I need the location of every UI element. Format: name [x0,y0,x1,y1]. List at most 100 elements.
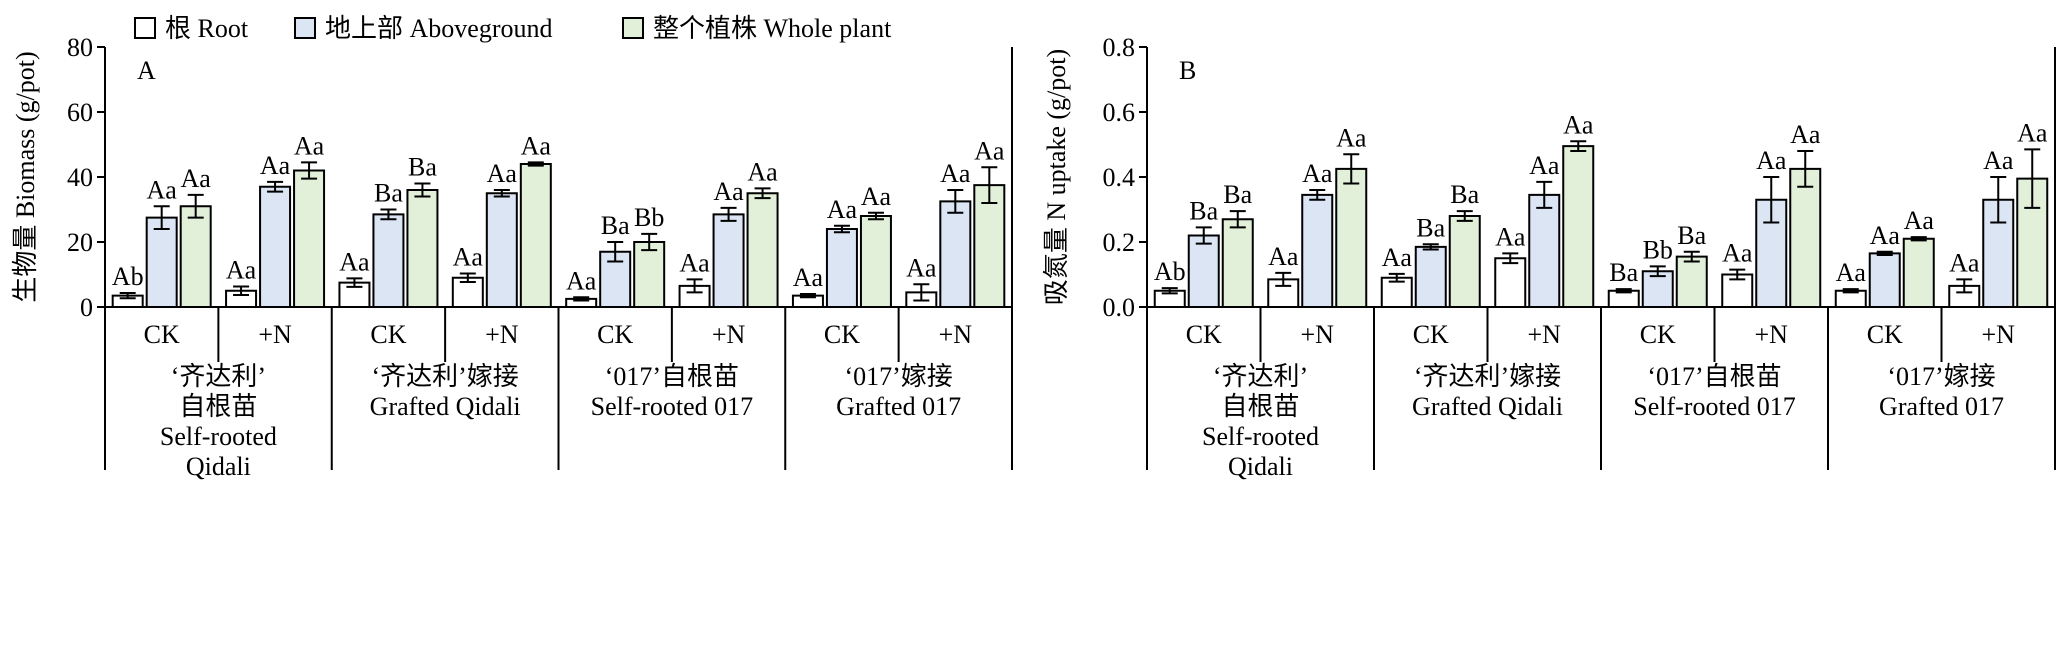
rootstock-group-label: Self-rooted [160,422,277,451]
rootstock-group-label: Self-rooted [1202,422,1319,451]
bar [746,192,779,308]
significance-label: Aa [181,164,212,193]
significance-label: Aa [1983,146,2014,175]
rootstock-group-label: ‘017’自根苗 [605,362,739,391]
significance-label: Aa [1722,239,1753,268]
legend-label-whole-plant: 整个植株 Whole plant [653,14,892,43]
bar [633,241,666,308]
bar [1494,257,1527,308]
bar [259,185,292,308]
bar [973,184,1006,308]
x-category-label: CK [370,320,406,349]
legend-swatch-root [134,17,156,39]
bar [1902,237,1935,308]
significance-label: Aa [1382,243,1413,272]
x-category-label: +N [1301,320,1335,349]
significance-label: Ba [374,179,403,208]
significance-label: Aa [2017,118,2048,147]
rootstock-group-label: Self-rooted 017 [591,392,753,421]
rootstock-group-label: Grafted 017 [1879,392,2004,421]
bar [372,213,405,308]
significance-label: Aa [453,243,484,272]
x-category-label: CK [1867,320,1903,349]
bar [1335,167,1368,308]
y-tick-label: 80 [67,33,93,62]
legend-swatch-aboveground [294,17,316,39]
bar [1187,234,1220,308]
y-axis-title: 吸氮量 N uptake (g/pot) [1042,49,1071,305]
bar [1675,255,1708,308]
bar [519,163,552,308]
x-category-label: +N [258,320,292,349]
bar [338,281,371,308]
significance-label: Ba [1609,258,1638,287]
significance-label: Aa [747,157,778,186]
bar [485,192,518,308]
significance-label: Aa [940,159,971,188]
bar [825,228,858,308]
y-axis-title: 生物量 Biomass (g/pot) [11,51,40,302]
rootstock-group-label: ‘017’嫁接 [1887,362,1995,391]
significance-label: Ab [1154,257,1186,286]
x-category-label: CK [1186,320,1222,349]
bar [939,200,972,308]
significance-label: Aa [147,175,178,204]
significance-label: Aa [1790,120,1821,149]
significance-label: Aa [521,131,552,160]
significance-label: Ab [112,262,144,291]
x-category-label: CK [597,320,633,349]
rootstock-group-label: Qidali [1228,452,1293,481]
significance-label: Aa [1904,206,1935,235]
significance-label: Ba [1223,180,1252,209]
y-tick-label: 0.6 [1103,98,1136,127]
bar [1221,218,1254,308]
significance-label: Aa [1529,151,1560,180]
bar [293,169,326,308]
significance-label: Aa [226,256,257,285]
significance-label: Aa [713,177,744,206]
rootstock-group-label: Grafted Qidali [370,392,521,421]
y-tick-label: 0.0 [1103,293,1136,322]
y-tick-label: 0.2 [1103,228,1136,257]
y-tick-label: 0.4 [1103,163,1136,192]
bar [859,215,892,308]
panel-b-n-uptake: 0.0 0.2 0.4 0.6 0.8 吸氮量 N uptake (g/pot) B Ab Ba… [1042,33,2056,481]
significance-label: Aa [566,266,597,295]
y-tick-label: 40 [67,163,93,192]
significance-label: Aa [1836,258,1867,287]
bar [1789,167,1822,308]
panel-label: A [137,56,156,85]
x-category-label: CK [824,320,860,349]
legend-swatch-whole-plant [622,17,644,39]
significance-label: Ba [1677,221,1706,250]
bar [1414,245,1447,308]
x-category-label: +N [1755,320,1789,349]
rootstock-group-label: ‘齐达利’嫁接 [371,362,518,391]
rootstock-group-label: ‘齐达利’ [171,362,266,391]
chart-legend: 根 Root 地上部 Aboveground 整个植株 Whole plant [134,14,892,43]
significance-label: Ba [1189,196,1218,225]
bar [1301,193,1334,308]
bar [406,189,439,308]
x-category-label: +N [1528,320,1562,349]
bar [145,216,178,308]
x-category-label: +N [712,320,746,349]
significance-label: Aa [487,159,518,188]
x-category-label: CK [1640,320,1676,349]
rootstock-group-label: 自根苗 [1221,392,1299,421]
significance-label: Aa [861,182,892,211]
significance-label: Ba [408,153,437,182]
bar [179,205,212,308]
significance-label: Bb [1643,235,1673,264]
bar [712,213,745,308]
bar [1868,252,1901,308]
significance-label: Ba [601,211,630,240]
y-tick-label: 60 [67,98,93,127]
x-category-label: +N [939,320,973,349]
significance-label: Aa [827,195,858,224]
x-category-label: +N [485,320,519,349]
legend-label-aboveground: 地上部 Aboveground [325,14,552,43]
significance-label: Aa [1563,110,1594,139]
